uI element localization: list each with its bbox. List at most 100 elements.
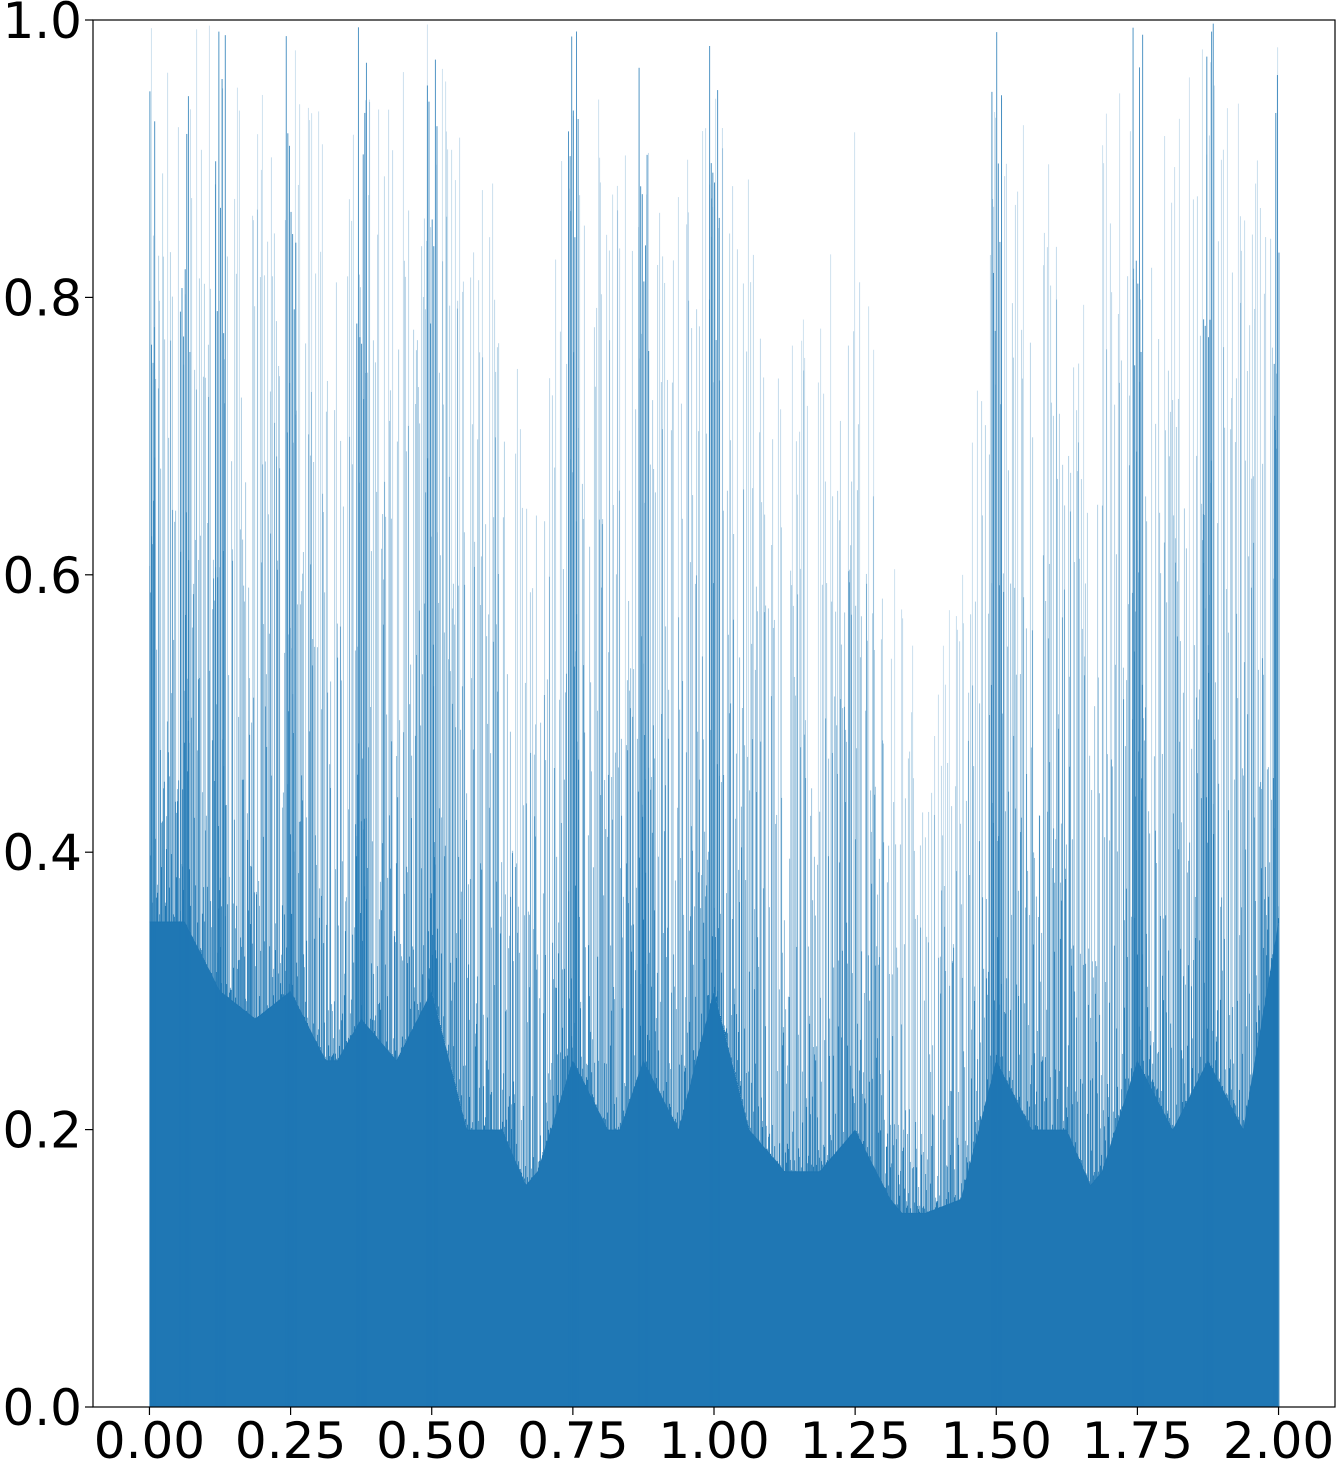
histogram-bar [1057, 1098, 1059, 1131]
histogram-bar [980, 1120, 982, 1122]
histogram-bar [711, 198, 713, 1002]
histogram-bar [494, 299, 496, 1131]
histogram-bar [237, 960, 239, 1006]
histogram-bar [201, 913, 203, 957]
histogram-bar [1167, 1110, 1169, 1121]
histogram-bar [670, 1069, 672, 1115]
histogram-bar [210, 901, 212, 974]
histogram-bar [169, 252, 171, 923]
histogram-bar [344, 973, 346, 1049]
histogram-bar [341, 861, 343, 1054]
histogram-bar [679, 709, 681, 1128]
histogram-bar [1159, 915, 1161, 1106]
histogram-bar [831, 752, 833, 1158]
histogram-bar [1065, 879, 1067, 1131]
histogram-bar [311, 665, 313, 1034]
histogram-bar [1085, 1173, 1087, 1176]
histogram-bar [158, 255, 160, 923]
histogram-bar [1233, 1063, 1235, 1112]
histogram-bar [561, 969, 563, 1096]
histogram-bar [756, 792, 758, 1140]
histogram-bar [1127, 604, 1129, 1091]
histogram-bar [409, 1008, 411, 1035]
histogram-bar [1196, 196, 1198, 1083]
histogram-bar [1044, 1057, 1046, 1131]
histogram-bar [1152, 1063, 1154, 1091]
histogram-bar [416, 340, 418, 1021]
histogram-bar [1268, 896, 1270, 983]
histogram-bar [594, 1062, 596, 1104]
histogram-bar [418, 610, 420, 1018]
histogram-bar [513, 1081, 515, 1157]
histogram-bar-spike [295, 242, 297, 1408]
histogram-bar [381, 548, 383, 1044]
histogram-bar [495, 624, 497, 1131]
histogram-bar [1263, 674, 1265, 1012]
histogram-bar [417, 1003, 419, 1020]
histogram-bar-spike [224, 35, 226, 1407]
histogram-bar-spike [293, 309, 295, 1407]
histogram-bar [213, 781, 215, 980]
histogram-bar [1252, 1075, 1254, 1077]
histogram-bar-spike [1134, 365, 1136, 1407]
histogram-bar [741, 847, 743, 1100]
histogram-bar [907, 1133, 909, 1214]
histogram-bar [728, 1047, 730, 1049]
histogram-bar [1059, 938, 1061, 1131]
histogram-bar [369, 1018, 371, 1031]
histogram-bar [1158, 339, 1160, 1103]
histogram-bar [806, 1106, 808, 1173]
histogram-bar [294, 50, 296, 1001]
histogram-bar [512, 850, 514, 1155]
histogram-bar [763, 612, 765, 1148]
histogram-bar [1048, 164, 1050, 1131]
histogram-bar [1243, 662, 1245, 1127]
plot-area [92, 19, 1336, 1408]
histogram-bar [1262, 463, 1264, 1018]
histogram-bar-spike [999, 241, 1001, 1407]
histogram-bar [930, 1071, 932, 1212]
histogram-bar [876, 1038, 878, 1174]
histogram-bar [1266, 769, 1268, 991]
histogram-bar [377, 234, 379, 1039]
histogram-bar [624, 155, 626, 1116]
histogram-bar [350, 1035, 352, 1039]
histogram-bar [803, 734, 805, 1173]
histogram-bar [983, 968, 985, 1112]
histogram-bar [157, 388, 159, 923]
histogram-bar [1039, 981, 1041, 1131]
histogram-bar [1219, 999, 1221, 1085]
histogram-bar [671, 382, 673, 1118]
histogram-bar [886, 882, 888, 1194]
histogram-bar [1017, 890, 1019, 1104]
histogram-bar [928, 811, 930, 1213]
histogram-bar [691, 850, 693, 1079]
histogram-bar [601, 524, 603, 1119]
histogram-bar [323, 1022, 325, 1058]
histogram-bar [417, 387, 419, 1019]
histogram-bar [909, 751, 911, 1214]
histogram-bar [598, 519, 600, 1113]
histogram-bar [725, 1028, 727, 1039]
histogram-bar [998, 585, 1000, 1067]
histogram-bar [1223, 938, 1225, 1093]
histogram-bar [161, 821, 163, 923]
histogram-bar [975, 1133, 977, 1142]
histogram-bar-spike [648, 351, 650, 1407]
histogram-bar [658, 1090, 660, 1092]
histogram-bar [742, 283, 744, 1106]
histogram-bar [957, 1137, 959, 1202]
y-tick-label: 0.6 [2, 547, 82, 605]
histogram-bar [560, 822, 562, 1099]
histogram-bar [440, 953, 442, 1029]
histogram-bar [1241, 768, 1243, 1129]
histogram-bar [792, 605, 794, 1173]
histogram-bar [448, 659, 450, 1058]
histogram-bar-spike [151, 344, 152, 1408]
histogram-bar [818, 1150, 820, 1173]
histogram-bar [243, 585, 245, 1011]
histogram-bar [673, 954, 675, 1121]
histogram-bar [346, 1042, 348, 1045]
histogram-bar [942, 835, 944, 1208]
histogram-bar [857, 1023, 859, 1136]
